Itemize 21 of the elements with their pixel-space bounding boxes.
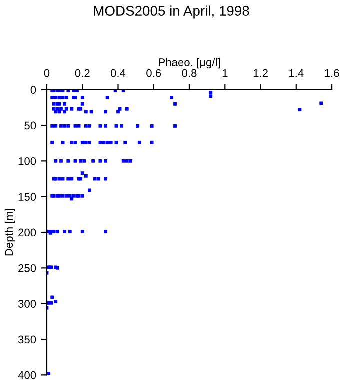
x-tick-label: 0.2 (75, 69, 90, 78)
y-axis-title: Depth [m] (4, 209, 16, 256)
x-tick-label: 0.4 (110, 69, 126, 78)
y-tick-label: 0 (30, 86, 36, 94)
x-tick-label: 1.4 (290, 69, 304, 78)
y-tick-label: 50 (24, 122, 36, 130)
y-tick-label: 150 (18, 193, 36, 201)
y-tick-label: 350 (18, 336, 36, 344)
x-tick-label: 1.6 (325, 69, 340, 78)
x-tick-label: 1 (222, 69, 228, 78)
chart-title: MODS2005 in April, 1998 (94, 6, 250, 19)
y-tick-label: 200 (18, 228, 36, 237)
x-tick-label: 0 (44, 69, 50, 78)
x-axis-title: Phaeo. [μg/l] (159, 58, 220, 69)
x-tick-label: 0.6 (146, 69, 162, 78)
y-tick-label: 300 (18, 300, 36, 308)
x-tick-label: 0.8 (182, 69, 197, 78)
x-tick-label: 1.2 (254, 69, 268, 78)
y-tick-label: 100 (18, 157, 36, 166)
y-tick-label: 250 (18, 264, 36, 272)
y-tick-label: 400 (18, 371, 36, 380)
